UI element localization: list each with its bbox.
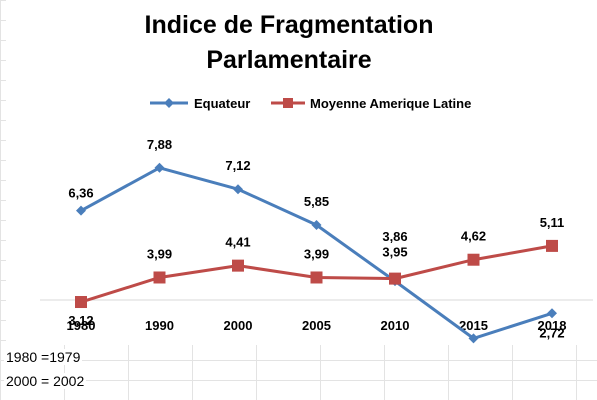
legend-diamond-marker bbox=[164, 98, 174, 108]
x-tick-label-2000: 2000 bbox=[224, 318, 253, 333]
legend-moyenne-amerique-latine: Moyenne Amerique Latine bbox=[271, 96, 471, 111]
data-point-moyenne-amerique-latine-1980 bbox=[75, 296, 87, 309]
chart-title-line-1: Indice de Fragmentation bbox=[145, 11, 434, 39]
data-label-moyenne-amerique-latine-2018: 5,11 bbox=[540, 215, 565, 230]
data-point-equateur-1980 bbox=[76, 205, 86, 216]
data-point-moyenne-amerique-latine-2015 bbox=[467, 253, 480, 266]
data-label-equateur-1980: 6,36 bbox=[68, 186, 93, 201]
data-label-equateur-2005: 5,85 bbox=[304, 194, 329, 209]
data-label-equateur-2018: 2,72 bbox=[539, 325, 564, 340]
x-tick-label-1990: 1990 bbox=[145, 318, 174, 333]
data-point-equateur-1990 bbox=[154, 162, 165, 173]
data-label-equateur-2010: 3,86 bbox=[382, 229, 407, 244]
data-point-equateur-2000 bbox=[233, 184, 243, 195]
chart-title-line-2: Parlamentaire bbox=[206, 46, 371, 74]
plot-layer: 1980 1990 2000 2005 2010 2015 2018 6,36 7,88 7,12… bbox=[67, 137, 567, 344]
chart-area bbox=[6, 0, 597, 345]
footnote-1980: 1980 =1979 bbox=[4, 349, 83, 365]
legend-label-moyenne: Moyenne Amerique Latine bbox=[310, 96, 471, 111]
data-point-moyenne-amerique-latine-2018 bbox=[546, 239, 558, 252]
data-point-moyenne-amerique-latine-2005 bbox=[310, 271, 323, 284]
data-label-moyenne-amerique-latine-1980: 3,12 bbox=[68, 313, 93, 328]
x-tick-label-2005: 2005 bbox=[302, 318, 331, 333]
line-chart: Indice de Fragmentation Parlamentaire Eq… bbox=[40, 11, 593, 344]
data-label-equateur-2000: 7,12 bbox=[225, 158, 250, 173]
footnote-2000: 2000 = 2002 bbox=[4, 373, 87, 389]
x-tick-label-2018: 2018 bbox=[538, 318, 567, 333]
data-label-moyenne-amerique-latine-2010: 3,95 bbox=[382, 245, 407, 260]
legend-label-equateur: Equateur bbox=[194, 96, 250, 111]
data-point-moyenne-amerique-latine-2010 bbox=[389, 272, 401, 285]
legend-equateur: Equateur bbox=[150, 96, 250, 111]
data-label-moyenne-amerique-latine-2005: 3,99 bbox=[304, 246, 329, 261]
x-tick-label-2010: 2010 bbox=[381, 318, 410, 333]
data-label-moyenne-amerique-latine-1990: 3,99 bbox=[147, 246, 172, 261]
legend-square-marker bbox=[283, 98, 293, 108]
data-point-moyenne-amerique-latine-1990 bbox=[153, 271, 166, 284]
x-tick-label-2015: 2015 bbox=[459, 318, 488, 333]
data-point-moyenne-amerique-latine-2000 bbox=[232, 259, 244, 272]
data-point-equateur-2005 bbox=[311, 220, 322, 231]
x-tick-label-1980: 1980 bbox=[67, 318, 96, 333]
data-point-equateur-2015 bbox=[468, 333, 479, 344]
data-point-equateur-2018 bbox=[547, 308, 557, 319]
data-label-moyenne-amerique-latine-2000: 4,41 bbox=[225, 235, 250, 250]
data-label-moyenne-amerique-latine-2015: 4,62 bbox=[461, 229, 486, 244]
data-label-equateur-1990: 7,88 bbox=[147, 137, 172, 152]
